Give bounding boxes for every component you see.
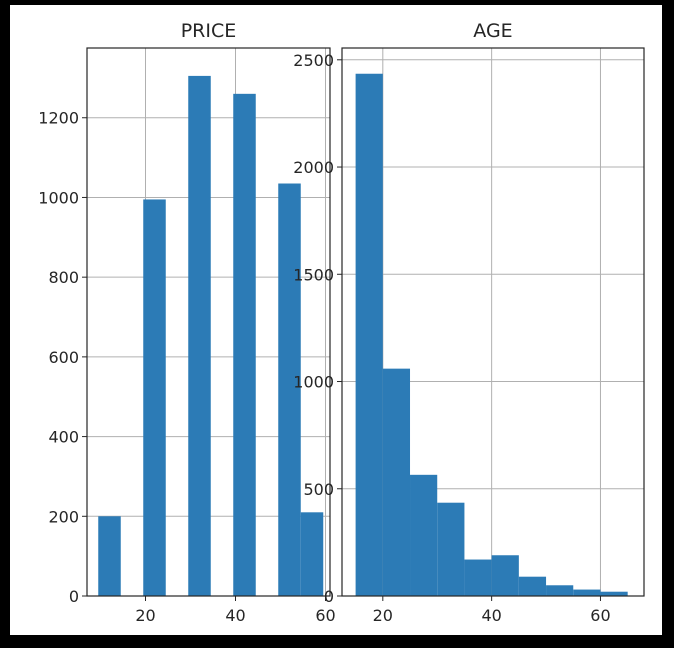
y-tick-label: 800 xyxy=(48,268,79,287)
y-tick-label: 1000 xyxy=(293,373,334,392)
plot-frame xyxy=(86,47,331,597)
y-tick-label: 0 xyxy=(324,587,334,606)
histogram-bar xyxy=(188,75,211,596)
y-tick-label: 600 xyxy=(48,348,79,367)
y-tick-label: 500 xyxy=(303,480,334,499)
histogram-figure: 20 40 60 0 200 400 600 800 1000 1200 PRICE 20 40 60 0 5… xyxy=(10,5,662,635)
histogram-bar xyxy=(491,555,519,596)
subplot-title: AGE xyxy=(473,20,512,42)
histogram-bar xyxy=(464,559,492,596)
subplot-title: PRICE xyxy=(181,20,237,42)
histogram-bar xyxy=(143,199,166,596)
x-tick-label: 20 xyxy=(135,606,155,625)
y-tick-label: 2000 xyxy=(293,158,334,177)
y-tick-label: 2500 xyxy=(293,51,334,70)
histogram-bar xyxy=(382,368,411,596)
histogram-bar xyxy=(437,502,465,596)
histogram-bar xyxy=(278,183,301,597)
x-tick-label: 40 xyxy=(225,606,245,625)
histogram-bar xyxy=(300,512,324,596)
histogram-bar xyxy=(355,73,383,596)
y-tick-label: 0 xyxy=(69,587,79,606)
histogram-bar xyxy=(410,474,438,596)
x-tick-label: 60 xyxy=(315,606,335,625)
y-tick-label: 1500 xyxy=(293,265,334,284)
y-tick-label: 1000 xyxy=(38,188,79,207)
histogram-bar xyxy=(600,591,628,596)
histogram-bar xyxy=(546,585,574,596)
y-tick-label: 1200 xyxy=(38,109,79,128)
y-tick-label: 200 xyxy=(48,507,79,526)
y-tick-label: 400 xyxy=(48,428,79,447)
histogram-bar xyxy=(233,93,256,596)
histogram-bar xyxy=(98,516,121,596)
x-tick-label: 60 xyxy=(590,606,610,625)
histogram-bar xyxy=(573,589,601,596)
x-tick-label: 20 xyxy=(373,606,393,625)
plot-frame xyxy=(341,47,645,597)
x-tick-label: 40 xyxy=(481,606,501,625)
histogram-bar xyxy=(518,576,547,596)
